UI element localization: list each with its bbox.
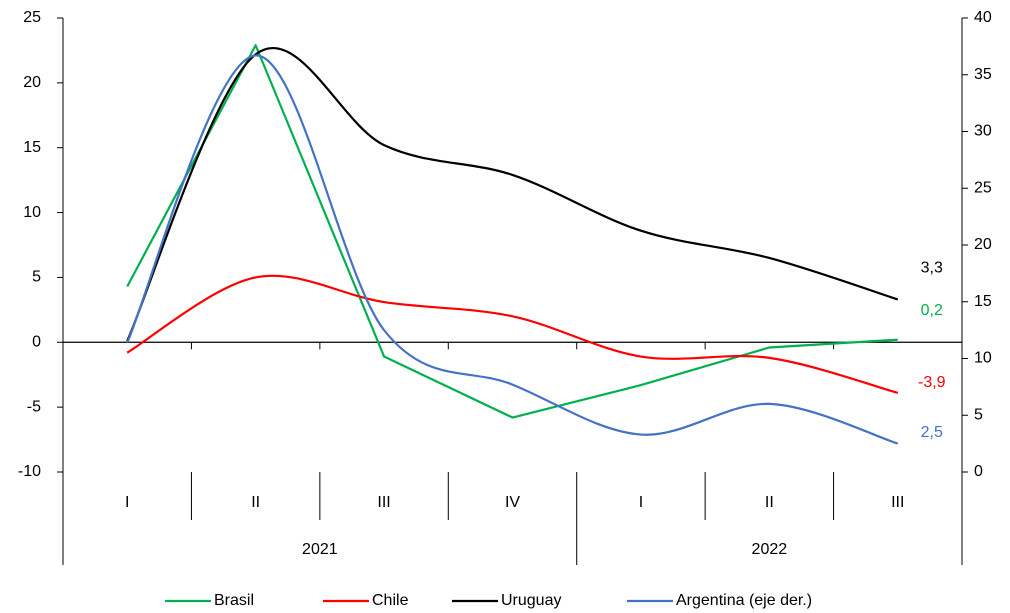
x-tick-label: I — [125, 494, 129, 511]
series-line — [126, 274, 899, 394]
y2-tick-label: 0 — [974, 463, 983, 480]
x-tick-label: II — [251, 494, 260, 511]
y-tick-label: 15 — [23, 139, 41, 156]
y-tick-label: 20 — [23, 74, 41, 91]
y-tick-label: 10 — [23, 204, 41, 221]
y2-tick-label: 10 — [974, 350, 992, 367]
legend-label: Uruguay — [501, 592, 561, 609]
y-tick-label: 5 — [32, 269, 41, 286]
y2-tick-label: 15 — [974, 293, 992, 310]
series-line — [126, 54, 899, 445]
y2-tick-label: 30 — [974, 123, 992, 140]
legend-label: Brasil — [214, 592, 254, 609]
series-line — [126, 44, 898, 419]
x-tick-label: IV — [505, 494, 520, 511]
y-tick-label: -10 — [18, 463, 41, 480]
legend-label: Argentina (eje der.) — [676, 592, 812, 609]
y2-tick-label: 5 — [974, 406, 983, 423]
y2-tick-label: 20 — [974, 236, 992, 253]
y2-tick-label: 40 — [974, 9, 992, 26]
data-label: -3,9 — [918, 374, 946, 391]
x-tick-label: III — [891, 494, 904, 511]
x-tick-label: I — [639, 494, 643, 511]
y-tick-label: -5 — [27, 398, 41, 415]
x-tick-label: III — [377, 494, 390, 511]
data-label: 2,5 — [921, 424, 943, 441]
y-tick-label: 25 — [23, 9, 41, 26]
x-tick-label: II — [765, 494, 774, 511]
legend-label: Chile — [372, 592, 409, 609]
y-tick-label: 0 — [32, 334, 41, 351]
y2-tick-label: 25 — [974, 179, 992, 196]
group-label: 2021 — [302, 541, 338, 558]
data-label: 0,2 — [921, 302, 943, 319]
series-line — [126, 46, 899, 342]
data-label: 3,3 — [921, 260, 943, 277]
group-label: 2022 — [752, 541, 788, 558]
y2-tick-label: 35 — [974, 66, 992, 83]
